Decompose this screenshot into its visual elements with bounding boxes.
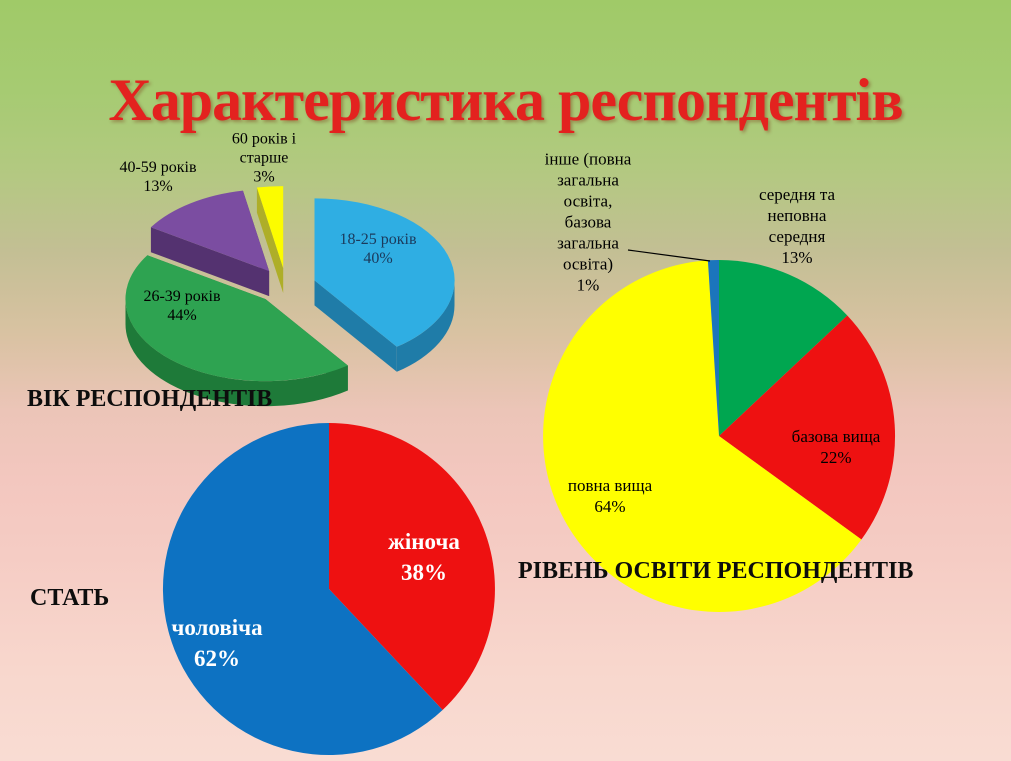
education-chart-caption: РІВЕНЬ ОСВІТИ РЕСПОНДЕНТІВ bbox=[518, 558, 914, 584]
age-slice-3 bbox=[256, 186, 284, 269]
age-slice-label-3: 60 років і старше 3% bbox=[231, 130, 297, 186]
education-slice-label-2: повна вища 64% bbox=[567, 476, 653, 516]
slide-title: Характеристика респондентів bbox=[108, 67, 903, 134]
gender-slice-label-0: жіноча 38% bbox=[388, 529, 460, 585]
education-slice-label-3: інше (повна загальна освіта, базова зага… bbox=[544, 149, 632, 295]
education-slice-label-1: базова вища 22% bbox=[791, 427, 881, 467]
age-chart-caption: ВІК РЕСПОНДЕНТІВ bbox=[27, 386, 273, 412]
gender-slice-label-1: чоловіча 62% bbox=[171, 615, 263, 671]
age-slice-rim-1 bbox=[125, 299, 348, 407]
age-slice-wall-2 bbox=[150, 227, 270, 297]
age-slice-label-1: 26-39 років 44% bbox=[143, 288, 221, 324]
education-slice-2 bbox=[543, 260, 862, 612]
education-slice-1 bbox=[719, 315, 896, 540]
age-slice-label-0: 18-25 років 40% bbox=[339, 231, 417, 267]
age-slice-2 bbox=[150, 190, 270, 272]
education-slice-3 bbox=[707, 259, 719, 436]
education-leader-line bbox=[627, 249, 711, 262]
age-slice-label-2: 40-59 років 13% bbox=[119, 159, 197, 195]
age-slice-wall-3 bbox=[256, 187, 284, 294]
education-slice-label-0: середня та неповна середня 13% bbox=[758, 185, 836, 267]
gender-slice-1 bbox=[162, 423, 443, 755]
gender-slice-0 bbox=[329, 423, 495, 710]
education-slice-0 bbox=[719, 260, 848, 436]
gender-chart-caption: СТАТЬ bbox=[30, 585, 110, 611]
age-slice-wall-0 bbox=[314, 280, 397, 372]
age-slice-1 bbox=[125, 255, 348, 382]
age-slice-0 bbox=[314, 198, 455, 347]
age-slice-rim-0 bbox=[396, 280, 455, 372]
